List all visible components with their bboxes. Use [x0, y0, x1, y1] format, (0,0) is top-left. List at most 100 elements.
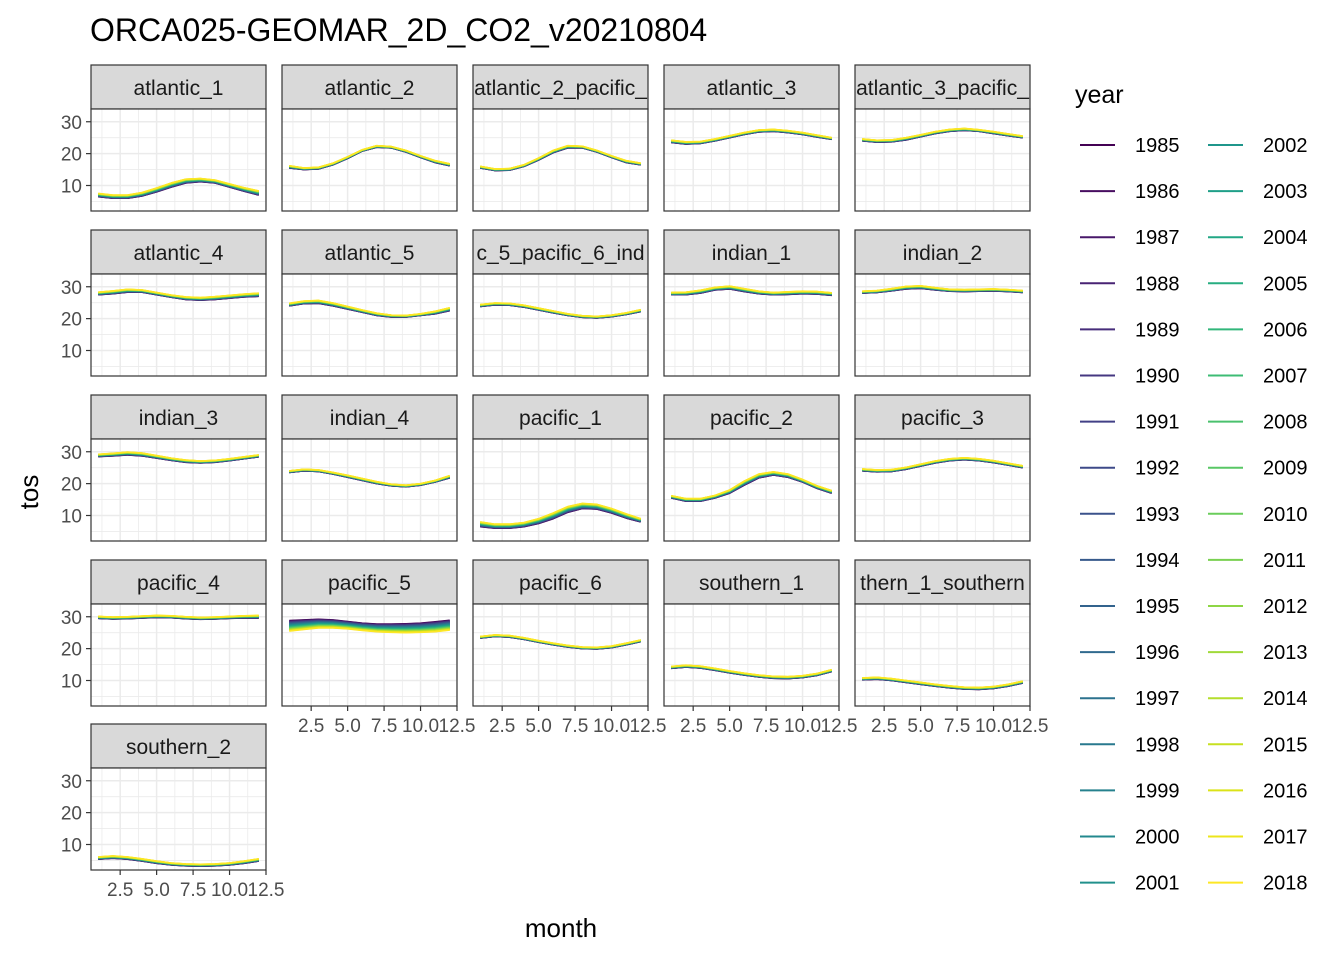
y-tick-label: 30: [61, 278, 82, 299]
panel-background: [664, 439, 839, 541]
legend-label: 1989: [1135, 319, 1180, 341]
x-tick-label: 7.5: [562, 716, 588, 737]
legend-item-2017: 2017: [1208, 827, 1308, 849]
legend-label: 2005: [1263, 273, 1308, 295]
facet-panel: pacific_3: [854, 394, 1031, 542]
legend-item-2000: 2000: [1080, 827, 1180, 849]
x-tick-label: 10.0: [975, 716, 1012, 737]
panel-border: [90, 603, 267, 707]
x-tick-label: 5.0: [716, 716, 742, 737]
facet-strip-label: southern_2: [126, 736, 231, 759]
series-lines: [671, 664, 832, 680]
legend-item-1989: 1989: [1080, 319, 1180, 341]
panel-border: [281, 273, 458, 377]
legend-item-1996: 1996: [1080, 642, 1180, 664]
panel-border: [854, 438, 1031, 542]
series-lines: [480, 634, 641, 650]
facet-panel: southern_1 2.5 5.0 7.5 10.0 12.5: [663, 559, 857, 737]
gridlines: [664, 439, 839, 541]
facet-panel: atlantic_4 10 20 30: [61, 229, 267, 377]
facet-strip: [472, 394, 649, 440]
facet-panel: indian_4: [281, 394, 458, 542]
facet-panel: pacific_1: [472, 394, 649, 542]
x-tick-label: 2.5: [680, 716, 706, 737]
facet-panel: atlantic_2: [281, 64, 458, 212]
y-tick-label: 30: [61, 608, 82, 629]
legend-label: 2003: [1263, 181, 1308, 203]
facet-panel: thern_1_southern 2.5 5.0 7.5 10.0 12.5: [854, 559, 1048, 737]
legend-item-2003: 2003: [1208, 181, 1308, 203]
legend-item-2008: 2008: [1208, 412, 1308, 434]
gridlines: [664, 109, 839, 211]
facet-panel: atlantic_3_pacific_: [854, 64, 1031, 212]
facet-strip-label: pacific_3: [901, 407, 984, 430]
legend-label: 2007: [1263, 366, 1308, 388]
series-line-2018: [671, 128, 832, 143]
series-line-2018: [98, 177, 259, 196]
facet-strip-label: pacific_4: [137, 572, 220, 595]
series-line-2018: [289, 468, 450, 487]
legend-label: 2006: [1263, 319, 1308, 341]
y-axis-title: tos: [14, 475, 44, 510]
gridlines: [282, 439, 457, 541]
x-tick-label: 7.5: [753, 716, 779, 737]
gridlines: [91, 274, 266, 376]
facet-strip: [472, 229, 649, 275]
facet-strip: [90, 723, 267, 769]
legend-item-2005: 2005: [1208, 273, 1308, 295]
series-line-2018: [480, 302, 641, 318]
legend-label: 1997: [1135, 688, 1180, 710]
series-lines: [98, 451, 259, 464]
legend-label: 2014: [1263, 688, 1308, 710]
facet-strip: [281, 394, 458, 440]
y-tick-label: 20: [61, 804, 82, 825]
series-line-2018: [862, 457, 1023, 471]
legend-label: 1999: [1135, 780, 1180, 802]
facet-strip: [663, 229, 840, 275]
series-line-2018: [289, 299, 450, 317]
legend-label: 1998: [1135, 734, 1180, 756]
facet-panel: indian_1: [663, 229, 840, 377]
legend-item-2015: 2015: [1208, 734, 1308, 756]
series-lines: [289, 144, 450, 171]
series-lines: [480, 502, 641, 530]
legend-item-1993: 1993: [1080, 504, 1180, 526]
legend-item-2011: 2011: [1208, 550, 1306, 572]
series-line-2018: [862, 284, 1023, 293]
facet-panel: c_5_pacific_6_ind: [472, 229, 649, 377]
series-lines: [98, 614, 259, 621]
facet-strip: [854, 394, 1031, 440]
legend-label: 2011: [1263, 550, 1306, 572]
y-tick-label: 10: [61, 836, 82, 857]
series-line-2018: [862, 676, 1023, 689]
legend-item-2007: 2007: [1208, 366, 1308, 388]
x-tick-label: 7.5: [180, 880, 206, 901]
series-lines: [289, 299, 450, 318]
x-tick-label: 12.5: [248, 880, 285, 901]
legend-label: 1986: [1135, 181, 1180, 203]
facet-panel: indian_3 10 20 30: [61, 394, 267, 542]
legend-label: 2013: [1263, 642, 1308, 664]
panel-background: [664, 109, 839, 211]
y-tick-label: 30: [61, 772, 82, 793]
facet-strip-label: atlantic_2_pacific_: [474, 77, 647, 100]
gridlines: [282, 274, 457, 376]
gridlines: [664, 604, 839, 706]
gridlines: [91, 768, 266, 870]
facet-panel: atlantic_5: [281, 229, 458, 377]
series-lines: [862, 127, 1023, 143]
series-lines: [671, 128, 832, 145]
facet-strip-label: atlantic_1: [134, 77, 224, 100]
y-tick-label: 20: [61, 310, 82, 331]
series-lines: [289, 468, 450, 488]
legend-item-1991: 1991: [1080, 412, 1180, 434]
legend-title: year: [1075, 81, 1124, 109]
panel-border: [663, 603, 840, 707]
legend-label: 2010: [1263, 504, 1308, 526]
series-lines: [480, 302, 641, 319]
series-line-2018: [480, 634, 641, 649]
panel-border: [854, 603, 1031, 707]
facet-panel: atlantic_1 10 20 30: [61, 64, 267, 212]
legend-item-1987: 1987: [1080, 227, 1180, 249]
legend-label: 1995: [1135, 596, 1180, 618]
